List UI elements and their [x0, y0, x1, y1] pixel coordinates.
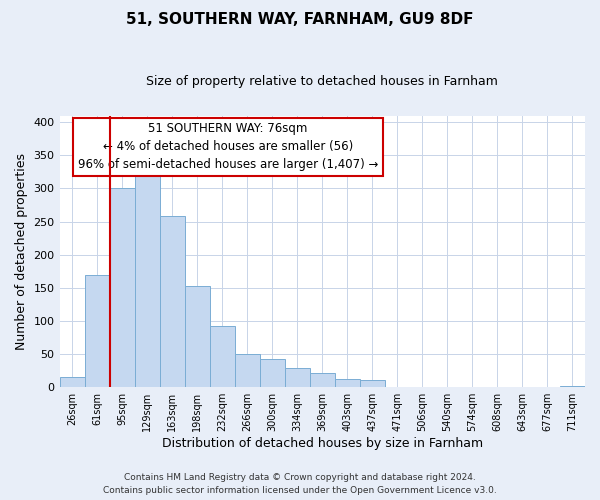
Bar: [285, 368, 310, 387]
Bar: [134, 170, 160, 387]
Bar: [235, 354, 260, 387]
Text: 51 SOUTHERN WAY: 76sqm
← 4% of detached houses are smaller (56)
96% of semi-deta: 51 SOUTHERN WAY: 76sqm ← 4% of detached …: [77, 122, 378, 172]
X-axis label: Distribution of detached houses by size in Farnham: Distribution of detached houses by size …: [162, 437, 483, 450]
Bar: [335, 378, 360, 387]
Text: Contains HM Land Registry data © Crown copyright and database right 2024.
Contai: Contains HM Land Registry data © Crown c…: [103, 474, 497, 495]
Text: 51, SOUTHERN WAY, FARNHAM, GU9 8DF: 51, SOUTHERN WAY, FARNHAM, GU9 8DF: [126, 12, 474, 28]
Bar: [360, 380, 385, 387]
Bar: [185, 286, 209, 387]
Bar: [209, 326, 235, 387]
Title: Size of property relative to detached houses in Farnham: Size of property relative to detached ho…: [146, 75, 498, 88]
Bar: [160, 216, 185, 387]
Bar: [59, 378, 85, 387]
Bar: [85, 274, 110, 387]
Bar: [560, 386, 585, 387]
Bar: [110, 188, 134, 387]
Y-axis label: Number of detached properties: Number of detached properties: [15, 153, 28, 350]
Bar: [310, 372, 335, 387]
Bar: [260, 358, 285, 387]
